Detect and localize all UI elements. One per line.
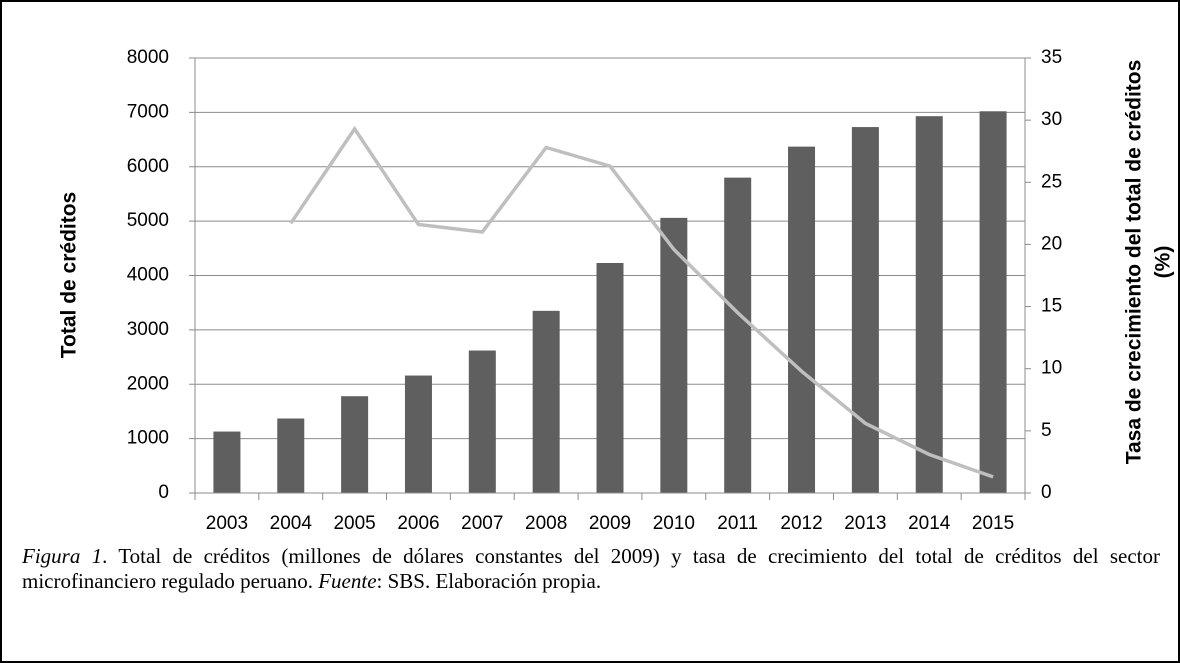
y-tick-label: 1000	[127, 428, 169, 449]
y-tick-label: 7000	[127, 101, 169, 122]
caption-text: : SBS. Elaboración propia.	[376, 569, 602, 593]
y2-axis-label: Tasa de crecimiento del total de crédito…	[1123, 60, 1146, 465]
y2-tick-label: 15	[1041, 296, 1062, 317]
bar	[660, 217, 688, 494]
x-tick-label: 2010	[653, 513, 695, 534]
bar	[532, 310, 560, 493]
y-tick-label: 8000	[127, 47, 169, 68]
x-tick-label: 2009	[589, 513, 631, 534]
bar	[915, 116, 943, 494]
bar	[341, 396, 369, 493]
bar	[213, 431, 241, 493]
y2-tick-label: 35	[1041, 47, 1062, 68]
y2-tick-label: 20	[1041, 233, 1062, 254]
y2-tick-label: 30	[1041, 109, 1062, 130]
x-tick-label: 2013	[844, 513, 886, 534]
bar	[851, 127, 879, 494]
y-tick-label: 6000	[127, 156, 169, 177]
x-tick-label: 2007	[461, 513, 503, 534]
caption-text: . Total de créditos (millones de dólares…	[22, 544, 1160, 593]
x-tick-label: 2004	[270, 513, 313, 534]
line	[289, 125, 994, 479]
y-tick-label: 5000	[127, 210, 169, 231]
y-tick-label: 4000	[127, 265, 169, 286]
y-tick-label: 2000	[127, 373, 169, 394]
caption-source: Fuente	[318, 569, 377, 593]
y-tick-label: 0	[158, 482, 169, 503]
y-axis-label: Total de créditos	[58, 192, 81, 358]
y2-tick-label: 10	[1041, 358, 1062, 379]
x-tick-label: 2012	[780, 513, 822, 534]
bar	[277, 418, 305, 493]
x-tick-label: 2008	[525, 513, 567, 534]
x-tick-label: 2011	[717, 513, 758, 534]
x-tick-label: 2006	[397, 513, 439, 534]
bar	[979, 111, 1007, 493]
x-tick-label: 2015	[972, 513, 1014, 534]
x-tick-label: 2005	[333, 513, 375, 534]
y2-tick-label: 0	[1041, 482, 1052, 503]
y2-tick-label: 25	[1041, 171, 1062, 192]
caption-figure: Figura 1	[22, 544, 103, 568]
bar	[788, 146, 816, 493]
bar	[596, 262, 624, 493]
bar	[404, 375, 432, 493]
y2-axis-label: (%)	[1152, 246, 1175, 279]
caption: Figura 1. Total de créditos (millones de…	[22, 544, 1160, 594]
bar	[468, 350, 496, 493]
x-tick-label: 2014	[908, 513, 951, 534]
y-tick-label: 3000	[127, 319, 169, 340]
x-tick-label: 2003	[206, 513, 248, 534]
y2-tick-label: 5	[1041, 420, 1052, 441]
bar	[724, 177, 752, 493]
